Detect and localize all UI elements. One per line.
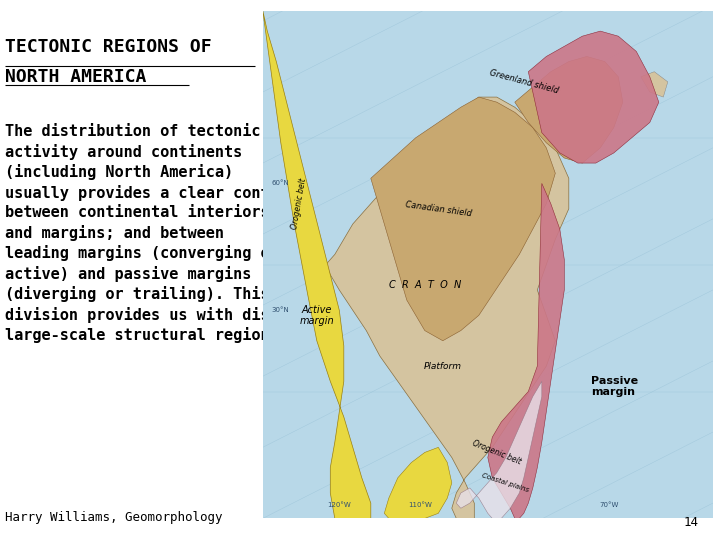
Text: Passive
margin: Passive margin bbox=[591, 376, 639, 397]
Polygon shape bbox=[515, 57, 623, 163]
Polygon shape bbox=[528, 31, 659, 163]
Text: Orogenic belt: Orogenic belt bbox=[471, 438, 523, 466]
Polygon shape bbox=[384, 447, 452, 518]
Text: NORTH AMERICA: NORTH AMERICA bbox=[5, 68, 147, 85]
Polygon shape bbox=[263, 11, 713, 518]
Polygon shape bbox=[325, 97, 569, 518]
Text: C  R  A  T  O  N: C R A T O N bbox=[389, 280, 461, 290]
Polygon shape bbox=[456, 381, 541, 518]
Text: 120°W: 120°W bbox=[328, 502, 351, 508]
Text: Coastal plains: Coastal plains bbox=[482, 472, 530, 494]
Text: Platform: Platform bbox=[424, 362, 462, 370]
Polygon shape bbox=[641, 72, 668, 97]
Polygon shape bbox=[263, 11, 371, 518]
Polygon shape bbox=[371, 97, 555, 341]
Text: TECTONIC REGIONS OF: TECTONIC REGIONS OF bbox=[5, 38, 212, 56]
Text: Greenland shield: Greenland shield bbox=[488, 69, 559, 96]
Text: Canadian shield: Canadian shield bbox=[405, 200, 472, 218]
Text: 110°W: 110°W bbox=[408, 502, 432, 508]
Text: 60°N: 60°N bbox=[272, 180, 289, 186]
Text: 14: 14 bbox=[683, 516, 698, 529]
Text: Orogenic belt: Orogenic belt bbox=[290, 178, 307, 230]
Text: 70°W: 70°W bbox=[600, 502, 619, 508]
Text: The distribution of tectonic
activity around continents
(including North America: The distribution of tectonic activity ar… bbox=[5, 124, 315, 343]
Polygon shape bbox=[488, 184, 564, 518]
Text: Harry Williams, Geomorphology: Harry Williams, Geomorphology bbox=[5, 511, 222, 524]
Text: 30°N: 30°N bbox=[272, 307, 289, 313]
Text: Active
margin: Active margin bbox=[300, 305, 334, 326]
